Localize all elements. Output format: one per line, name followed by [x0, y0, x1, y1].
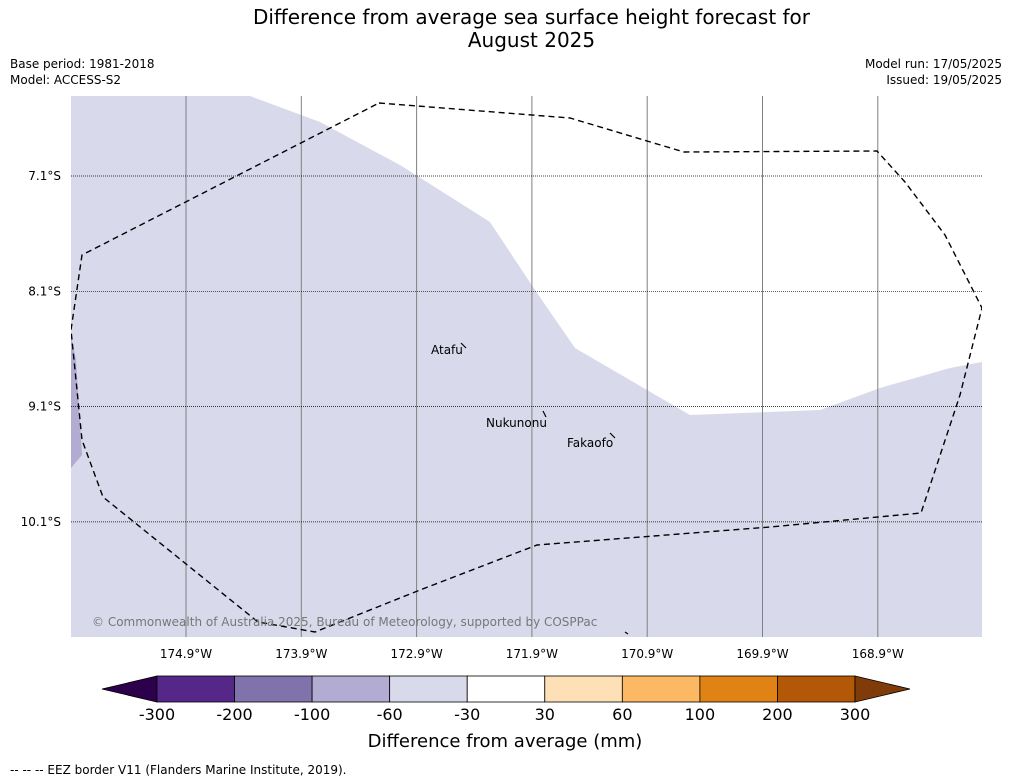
nukunonu-island-mark [542, 410, 547, 418]
colorbar-cell [699, 675, 778, 703]
colorbar-tick-label: -200 [216, 705, 252, 724]
latitude-tick-label: 7.1°S [28, 169, 61, 183]
longitude-tick-label: 169.9°W [736, 647, 788, 661]
colorbar-cell [544, 675, 623, 703]
eez-border [71, 102, 982, 633]
eez-legend-note: -- -- -- EEZ border V11 (Flanders Marine… [10, 763, 347, 777]
colorbar-cell [777, 675, 856, 703]
atafu-island-mark [460, 342, 467, 349]
colorbar-tick-label: 300 [840, 705, 871, 724]
place-label-nukunonu: Nukunonu [486, 416, 547, 430]
place-label-atafu: Atafu [431, 343, 463, 357]
swains-island-mark [624, 631, 629, 635]
colorbar-tick-label: -60 [377, 705, 403, 724]
colorbar-arrow-high [854, 675, 911, 703]
title-line-1: Difference from average sea surface heig… [252, 5, 811, 29]
colorbar-cells [156, 675, 856, 703]
colorbar-tick-label: -100 [294, 705, 330, 724]
anomaly-region-mid [71, 335, 82, 468]
fakaofo-island-mark [609, 432, 616, 439]
latitude-tick-label: 10.1°S [21, 515, 61, 529]
colorbar-cell [621, 675, 701, 703]
map-area: Atafu Nukunonu Fakaofo © Commonwealth of… [71, 96, 982, 637]
page-title: Difference from average sea surface heig… [0, 6, 1011, 52]
colorbar-tick-label: -300 [139, 705, 175, 724]
latitude-tick-label: 8.1°S [28, 284, 61, 298]
longitude-tick-label: 168.9°W [852, 647, 904, 661]
longitude-tick-label: 173.9°W [275, 647, 327, 661]
colorbar-tick-label: 30 [535, 705, 555, 724]
longitude-gridlines [185, 96, 879, 637]
colorbar: -300 -200 -100 -60 -30 30 60 100 200 300 Differen… [101, 675, 911, 752]
model-run: Model run: 17/05/2025 [864, 57, 1002, 71]
island-marks [460, 342, 629, 635]
meta-right: Model run: 17/05/2025 Issued: 19/05/2025 [865, 56, 1002, 88]
colorbar-cell [389, 675, 468, 703]
colorbar-arrow-low [101, 675, 158, 703]
longitude-tick-label: 171.9°W [506, 647, 558, 661]
model-name: Model: ACCESS-S2 [10, 73, 122, 87]
colorbar-tick-label: 60 [612, 705, 632, 724]
longitude-labels: 174.9°W 173.9°W 172.9°W 171.9°W 170.9°W 169.9… [160, 647, 904, 661]
colorbar-tick-label: 200 [762, 705, 793, 724]
anomaly-region-light [71, 96, 982, 637]
copyright-notice: © Commonwealth of Australia 2025, Bureau… [92, 615, 597, 629]
colorbar-cell [234, 675, 313, 703]
latitude-tick-label: 9.1°S [28, 400, 61, 414]
colorbar-title: Difference from average (mm) [368, 731, 643, 752]
map-figure: Atafu Nukunonu Fakaofo © Commonwealth of… [21, 96, 982, 752]
longitude-tick-label: 170.9°W [621, 647, 673, 661]
colorbar-cell [466, 675, 546, 703]
longitude-tick-label: 172.9°W [390, 647, 442, 661]
colorbar-cell [156, 675, 235, 703]
colorbar-labels: -300 -200 -100 -60 -30 30 60 100 200 300 [139, 705, 870, 724]
colorbar-tick-label: 100 [685, 705, 716, 724]
title-line-2: August 2025 [467, 28, 596, 52]
colorbar-tick-label: -30 [454, 705, 480, 724]
base-period: Base period: 1981-2018 [10, 57, 155, 71]
place-label-fakaofo: Fakaofo [567, 436, 613, 450]
colorbar-cell [311, 675, 391, 703]
longitude-tick-label: 174.9°W [160, 647, 212, 661]
issued-date: Issued: 19/05/2025 [886, 73, 1002, 87]
meta-left: Base period: 1981-2018 Model: ACCESS-S2 [10, 56, 155, 88]
latitude-labels: 7.1°S 8.1°S 9.1°S 10.1°S [21, 169, 61, 529]
